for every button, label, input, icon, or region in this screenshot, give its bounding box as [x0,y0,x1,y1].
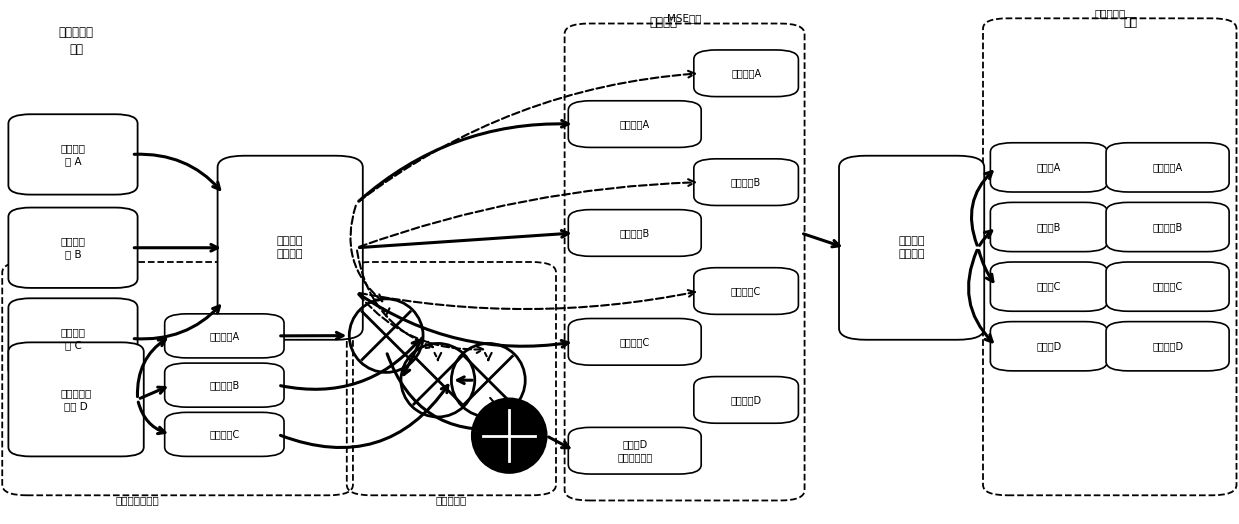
FancyBboxPatch shape [990,262,1108,311]
Text: 合成伪特征: 合成伪特征 [436,495,467,505]
FancyBboxPatch shape [9,114,138,194]
FancyBboxPatch shape [569,428,701,474]
Text: 深度特征: 深度特征 [649,16,676,29]
Text: 深度特征
提取网络: 深度特征 提取网络 [278,236,304,259]
FancyBboxPatch shape [990,143,1108,192]
Text: 语义信息B: 语义信息B [209,380,239,390]
Text: 深度特征A: 深度特征A [620,119,649,129]
Text: 深度特征B: 深度特征B [620,228,650,238]
FancyBboxPatch shape [165,363,284,407]
Text: 语义信息A: 语义信息A [731,68,761,78]
Text: 预测值D: 预测值D [1036,341,1062,351]
Text: MSE损失: MSE损失 [668,14,701,24]
FancyBboxPatch shape [569,101,701,147]
FancyBboxPatch shape [839,156,984,340]
FancyBboxPatch shape [694,377,798,423]
FancyBboxPatch shape [9,208,138,288]
FancyBboxPatch shape [694,50,798,96]
Ellipse shape [472,399,546,473]
Text: 语义信息D: 语义信息D [731,395,762,405]
FancyBboxPatch shape [569,319,701,365]
Text: 可见类样
本 B: 可见类样 本 B [61,236,85,259]
FancyBboxPatch shape [165,412,284,456]
FancyBboxPatch shape [9,298,138,379]
Text: 预测值B: 预测值B [1037,222,1061,232]
Text: 深度特征
分类网络: 深度特征 分类网络 [898,236,924,259]
Text: 类别标签A: 类别标签A [1152,162,1183,172]
Text: 语义信息C: 语义信息C [731,286,761,296]
FancyBboxPatch shape [990,202,1108,252]
Text: 可见类样
本 C: 可见类样 本 C [61,327,85,350]
Text: 类别标签C: 类别标签C [1152,281,1183,292]
Text: 类别标签D: 类别标签D [1152,341,1183,351]
Text: 语义信息A: 语义信息A [209,331,239,341]
FancyBboxPatch shape [990,322,1108,371]
Text: 预测: 预测 [1124,16,1137,29]
FancyBboxPatch shape [218,156,363,340]
Text: 未见类语义
信息 D: 未见类语义 信息 D [61,388,92,411]
Text: 类别标签B: 类别标签B [1152,222,1183,232]
Text: 语义信息B: 语义信息B [731,177,761,187]
FancyBboxPatch shape [569,210,701,256]
FancyBboxPatch shape [694,159,798,205]
FancyBboxPatch shape [9,342,144,456]
Text: 交叉熵损失: 交叉熵损失 [1094,8,1125,18]
Text: 预测值C: 预测值C [1037,281,1061,292]
FancyBboxPatch shape [1106,143,1229,192]
FancyBboxPatch shape [1106,202,1229,252]
Text: 计算相似性得分: 计算相似性得分 [115,495,159,505]
Text: 深度特征C: 深度特征C [620,337,650,347]
Text: 预测值A: 预测值A [1037,162,1061,172]
Text: 语义信息C: 语义信息C [209,429,239,440]
FancyBboxPatch shape [694,268,798,314]
Text: 可见类样
本 A: 可见类样 本 A [61,143,85,166]
Text: 可见类训练
样本: 可见类训练 样本 [58,26,94,56]
FancyBboxPatch shape [165,314,284,358]
FancyBboxPatch shape [1106,322,1229,371]
FancyBboxPatch shape [1106,262,1229,311]
Text: 未见类D
合成的伪特征: 未见类D 合成的伪特征 [617,439,653,462]
